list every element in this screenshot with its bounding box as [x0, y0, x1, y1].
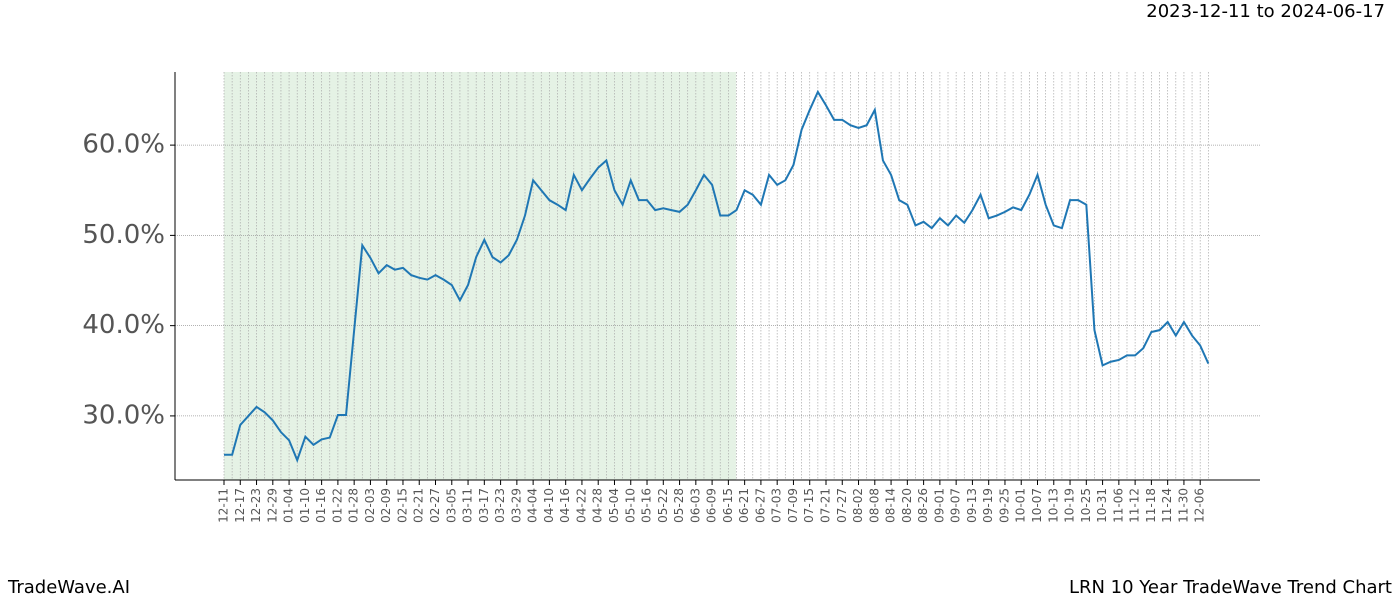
- x-tick-label: 05-04: [607, 488, 621, 523]
- x-tick-label: 11-18: [1144, 488, 1158, 523]
- x-tick-label: 09-07: [949, 488, 963, 523]
- x-tick-label: 05-28: [672, 488, 686, 523]
- x-tick-label: 10-25: [1079, 488, 1093, 523]
- x-tick-label: 09-19: [981, 488, 995, 523]
- highlight-region: [224, 72, 736, 480]
- plot: [224, 89, 1210, 463]
- x-tick-label: 12-11: [217, 488, 231, 523]
- x-tick-label: 01-28: [347, 488, 361, 523]
- x-tick-label: 10-01: [1014, 488, 1028, 523]
- x-tick-label: 01-10: [298, 488, 312, 523]
- chart-title: LRN 10 Year TradeWave Trend Chart: [1069, 577, 1392, 598]
- brand: TradeWave.AI: [7, 577, 130, 598]
- x-tick-label: 07-27: [835, 488, 849, 523]
- x-tick-label: 04-16: [558, 488, 572, 523]
- x-tick-label: 12-23: [249, 488, 263, 523]
- y-tick-label: 30.0%: [82, 400, 165, 430]
- x-tick-label: 05-22: [656, 488, 670, 523]
- x-tick-label: 12-06: [1193, 488, 1207, 523]
- x-tick-label: 01-04: [282, 488, 296, 523]
- x-tick-label: 05-10: [623, 488, 637, 523]
- x-tick-label: 07-09: [786, 488, 800, 523]
- x-tick-label: 10-19: [1063, 488, 1077, 523]
- x-tick-label: 03-29: [509, 488, 523, 523]
- y-tick-label: 60.0%: [82, 130, 165, 160]
- x-tick-label: 04-28: [591, 488, 605, 523]
- x-tick-label: 05-16: [640, 488, 654, 523]
- x-tick-label: 11-24: [1160, 488, 1174, 523]
- x-tick-label: 01-16: [314, 488, 328, 523]
- x-tick-label: 06-27: [753, 488, 767, 523]
- x-tick-label: 06-03: [688, 488, 702, 523]
- x-tick-label: 02-09: [379, 488, 393, 523]
- x-tick-label: 02-15: [395, 488, 409, 523]
- x-tick-label: 01-22: [330, 488, 344, 523]
- x-tick-label: 10-31: [1095, 488, 1109, 523]
- x-tick-label: 02-21: [412, 488, 426, 523]
- x-tick-label: 03-23: [493, 488, 507, 523]
- x-tick-label: 08-02: [851, 488, 865, 523]
- x-tick-label: 12-17: [233, 488, 247, 523]
- x-tick-label: 06-15: [721, 488, 735, 523]
- x-tick-label: 11-30: [1176, 488, 1190, 523]
- x-tick-label: 11-06: [1111, 488, 1125, 523]
- x-tick-label: 02-03: [363, 488, 377, 523]
- x-tick-label: 08-14: [884, 488, 898, 523]
- x-tick-label: 06-09: [705, 488, 719, 523]
- x-tick-label: 06-21: [737, 488, 751, 523]
- x-tick-label: 11-12: [1128, 488, 1142, 523]
- x-tick-label: 04-04: [526, 488, 540, 523]
- x-tick-label: 07-21: [818, 488, 832, 523]
- x-tick-label: 08-26: [916, 488, 930, 523]
- x-tick-label: 03-17: [477, 488, 491, 523]
- y-tick-label: 40.0%: [82, 310, 165, 340]
- x-tick-label: 10-13: [1046, 488, 1060, 523]
- grid: [175, 72, 1260, 480]
- y-tick-label: 50.0%: [82, 220, 165, 250]
- x-tick-label: 09-25: [997, 488, 1011, 523]
- x-tick-label: 03-05: [444, 488, 458, 523]
- x-tick-label: 07-03: [770, 488, 784, 523]
- x-tick-label: 10-07: [1030, 488, 1044, 523]
- x-tick-label: 07-15: [802, 488, 816, 523]
- x-tick-label: 08-20: [900, 488, 914, 523]
- x-tick-label: 02-27: [428, 488, 442, 523]
- x-tick-label: 12-29: [265, 488, 279, 523]
- line: [224, 89, 1210, 463]
- x-tick-label: 09-13: [965, 488, 979, 523]
- x-tick-label: 04-22: [574, 488, 588, 523]
- x-tick-label: 09-01: [932, 488, 946, 523]
- date-range: 2023-12-11 to 2024-06-17: [1146, 1, 1385, 22]
- x-tick-label: 03-11: [461, 488, 475, 523]
- x-tick-label: 04-10: [542, 488, 556, 523]
- x-tick-label: 08-08: [867, 488, 881, 523]
